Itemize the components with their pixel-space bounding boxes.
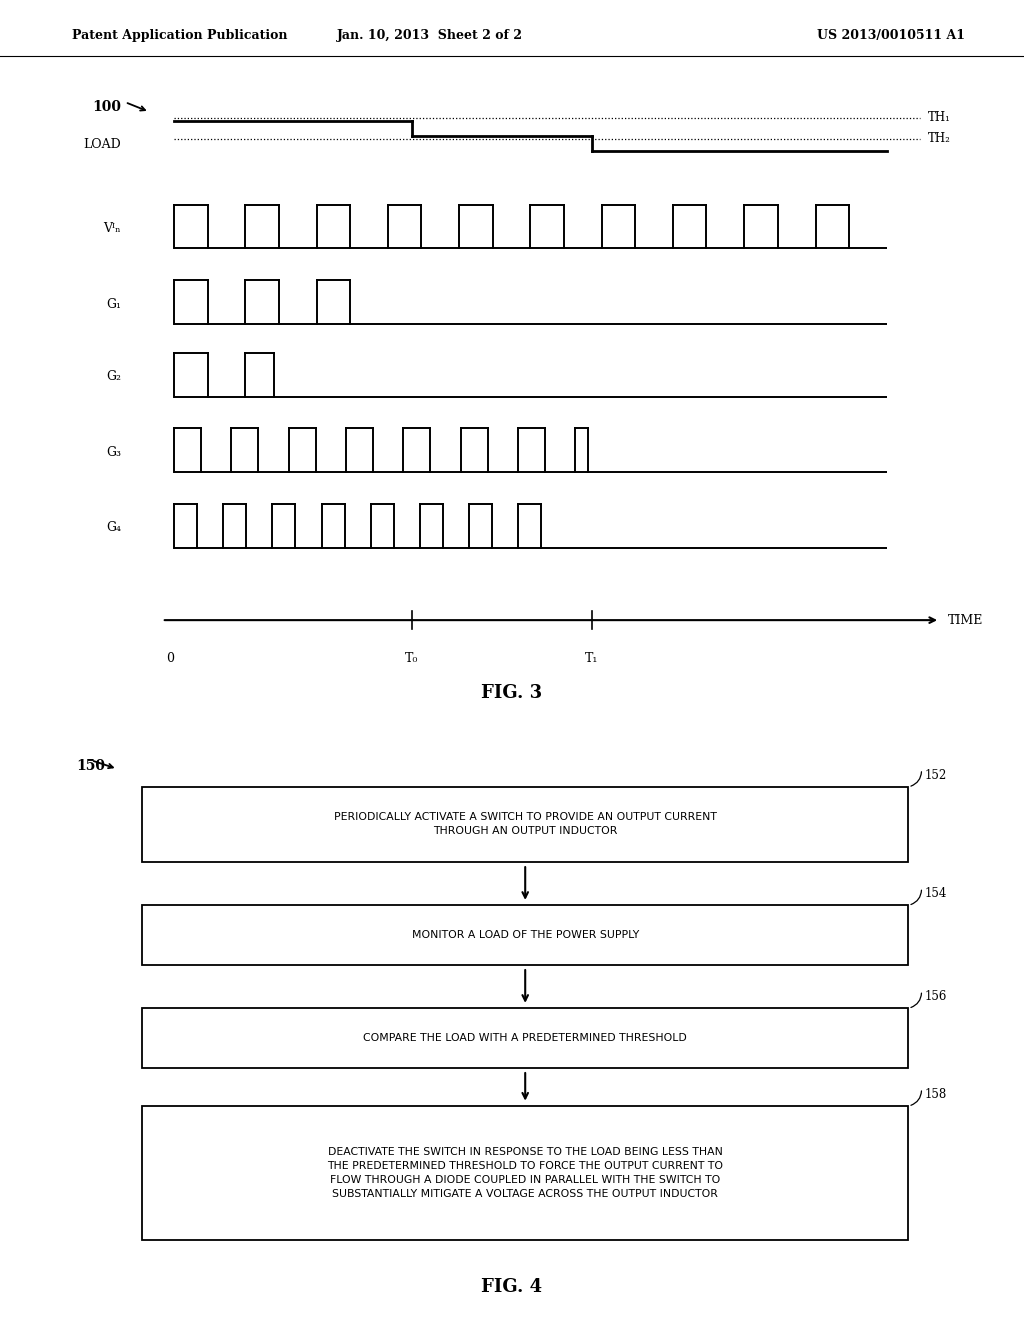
Text: 152: 152: [924, 768, 946, 781]
Text: PERIODICALLY ACTIVATE A SWITCH TO PROVIDE AN OUTPUT CURRENT
THROUGH AN OUTPUT IN: PERIODICALLY ACTIVATE A SWITCH TO PROVID…: [334, 812, 717, 837]
Text: T₀: T₀: [404, 652, 419, 665]
Text: TH₂: TH₂: [928, 132, 950, 145]
Text: 150: 150: [76, 759, 105, 772]
Text: Vᴵₙ: Vᴵₙ: [103, 222, 121, 235]
Text: 0: 0: [166, 652, 174, 665]
Bar: [142, 1008, 908, 1068]
Text: TH₁: TH₁: [928, 111, 950, 124]
Text: Jan. 10, 2013  Sheet 2 of 2: Jan. 10, 2013 Sheet 2 of 2: [337, 29, 523, 42]
Text: G₂: G₂: [105, 371, 121, 383]
Bar: [142, 787, 908, 862]
Text: MONITOR A LOAD OF THE POWER SUPPLY: MONITOR A LOAD OF THE POWER SUPPLY: [412, 931, 639, 940]
Text: TIME: TIME: [948, 614, 984, 627]
Text: G₃: G₃: [105, 446, 121, 459]
Bar: [142, 1106, 908, 1239]
Text: DEACTIVATE THE SWITCH IN RESPONSE TO THE LOAD BEING LESS THAN
THE PREDETERMINED : DEACTIVATE THE SWITCH IN RESPONSE TO THE…: [328, 1147, 723, 1199]
Text: FIG. 4: FIG. 4: [481, 1278, 543, 1296]
Text: LOAD: LOAD: [83, 139, 121, 150]
Text: US 2013/0010511 A1: US 2013/0010511 A1: [817, 29, 965, 42]
Bar: [142, 906, 908, 965]
Text: T₁: T₁: [585, 652, 599, 665]
Text: FIG. 3: FIG. 3: [481, 684, 543, 702]
Text: G₄: G₄: [105, 521, 121, 535]
Text: 100: 100: [92, 100, 121, 115]
Text: 158: 158: [924, 1088, 946, 1101]
Text: 156: 156: [924, 990, 946, 1003]
Text: Patent Application Publication: Patent Application Publication: [72, 29, 287, 42]
Text: G₁: G₁: [105, 298, 121, 310]
Text: COMPARE THE LOAD WITH A PREDETERMINED THRESHOLD: COMPARE THE LOAD WITH A PREDETERMINED TH…: [364, 1034, 687, 1043]
Text: 154: 154: [924, 887, 946, 900]
